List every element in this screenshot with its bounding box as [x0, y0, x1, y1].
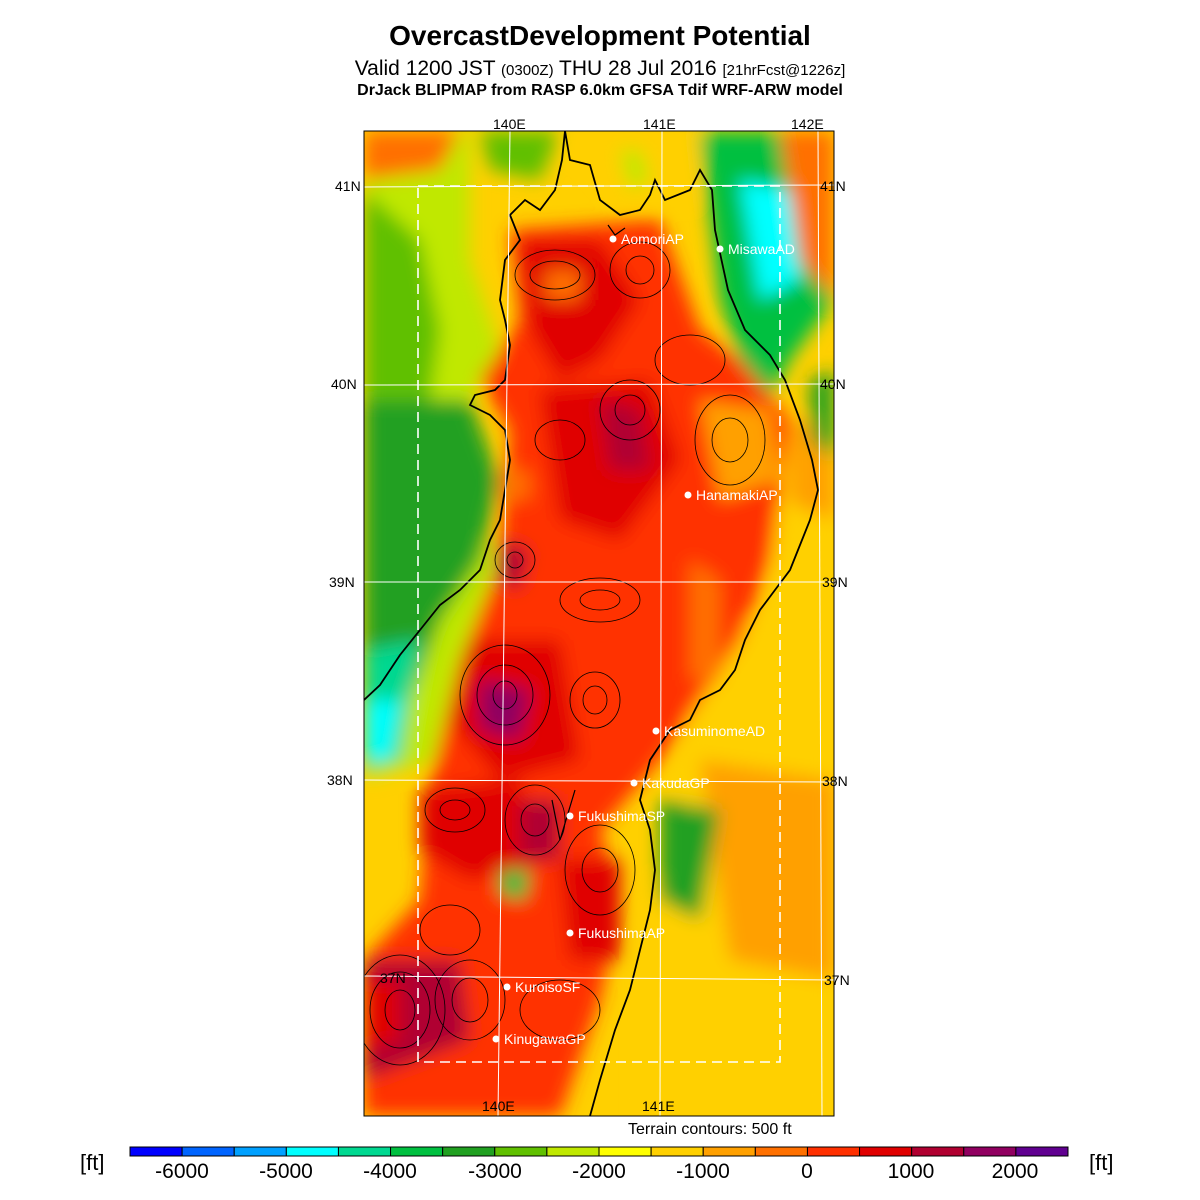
coastline — [364, 131, 819, 1116]
lon-label-bottom-141e: 141E — [642, 1098, 675, 1114]
colorbar-swatch — [181, 1146, 235, 1157]
station-dot — [566, 929, 574, 937]
colorbar-tick: -3000 — [468, 1160, 522, 1183]
station-markers — [492, 235, 724, 1043]
station-label-hanamaki: HanamakiAP — [696, 487, 778, 503]
valid-time-line: Valid 1200 JST (0300Z) THU 28 Jul 2016 [… — [0, 57, 1200, 81]
colorbar-swatch — [494, 1146, 548, 1157]
colorbar-tick: -1000 — [676, 1160, 730, 1183]
station-label-kakuda: KakudaGP — [642, 775, 710, 791]
station-dot — [630, 779, 638, 787]
lat-label-right-39n: 39N — [822, 574, 848, 590]
station-label-kinugawa: KinugawaGP — [504, 1031, 586, 1047]
colorbar-swatch — [650, 1146, 704, 1157]
model-subtitle: DrJack BLIPMAP from RASP 6.0km GFSA Tdif… — [357, 82, 843, 99]
colorbar-swatch — [233, 1146, 287, 1157]
map-field: AomoriAP MisawaAD HanamakiAP KasuminomeA… — [364, 131, 834, 1116]
terrain-contours-note: Terrain contours: 500 ft — [628, 1121, 792, 1138]
colorbar-swatch — [702, 1146, 756, 1157]
lat-label-left-39n: 39N — [329, 574, 355, 590]
colorbar-tick: -6000 — [155, 1160, 209, 1183]
station-dot — [503, 983, 511, 991]
lat-label-left-41n: 41N — [335, 178, 361, 194]
valid-date: THU 28 Jul 2016 — [559, 57, 717, 80]
lat-label-left-37n: 37N — [380, 970, 406, 986]
colorbar — [129, 1146, 1069, 1157]
colorbar-swatch — [390, 1146, 444, 1157]
station-dot — [492, 1035, 500, 1043]
colorbar-swatch — [285, 1146, 339, 1157]
lat-label-right-40n: 40N — [820, 376, 846, 392]
colorbar-swatch — [1015, 1146, 1069, 1157]
colorbar-tick: -2000 — [572, 1160, 626, 1183]
colorbar-swatch — [598, 1146, 652, 1157]
lat-label-right-37n: 37N — [824, 972, 850, 988]
lon-label-bottom-140e: 140E — [482, 1098, 515, 1114]
lat-label-right-41n: 41N — [820, 178, 846, 194]
page-title: OvercastDevelopment Potential — [389, 20, 811, 51]
colorbar-swatch — [859, 1146, 913, 1157]
lon-label-top-140e: 140E — [493, 116, 526, 132]
colorbar-tick: 2000 — [991, 1160, 1039, 1183]
forecast-info: [21hrFcst@1226z] — [722, 62, 846, 79]
colorbar-tick: 0 — [801, 1160, 813, 1183]
colorbar-swatch — [754, 1146, 808, 1157]
station-label-kasuminome: KasuminomeAD — [664, 723, 765, 739]
terrain-contours — [364, 241, 766, 1066]
colorbar-tick: -5000 — [259, 1160, 313, 1183]
station-label-aomori: AomoriAP — [621, 231, 684, 247]
colorbar-swatch — [442, 1146, 496, 1157]
lat-label-left-38n: 38N — [327, 772, 353, 788]
station-dot — [684, 491, 692, 499]
colorbar-swatch — [546, 1146, 600, 1157]
colorbar-tick: 1000 — [887, 1160, 935, 1183]
station-dot — [609, 235, 617, 243]
station-dot — [652, 727, 660, 735]
colorbar-unit-left: [ft] — [80, 1150, 105, 1175]
lat-label-right-38n: 38N — [822, 773, 848, 789]
station-label-fukushima-ap: FukushimaAP — [578, 925, 665, 941]
colorbar-swatch — [963, 1146, 1017, 1157]
colorbar-unit-right: [ft] — [1089, 1150, 1114, 1175]
colorbar-swatch — [129, 1146, 183, 1157]
valid-utc: (0300Z) — [501, 62, 554, 79]
station-dot — [566, 812, 574, 820]
colorbar-tick: -4000 — [363, 1160, 417, 1183]
colorbar-swatch — [806, 1146, 861, 1157]
colorbar-swatch — [337, 1146, 392, 1157]
graticule — [364, 131, 834, 1116]
station-label-fukushima-sp: FukushimaSP — [578, 808, 665, 824]
colorbar-swatch — [911, 1146, 965, 1157]
lat-label-left-40n: 40N — [331, 376, 357, 392]
map-frame — [363, 130, 835, 1117]
station-dot — [716, 245, 724, 253]
lon-label-top-141e: 141E — [643, 116, 676, 132]
inner-domain-box — [417, 185, 781, 1063]
station-label-misawa: MisawaAD — [728, 241, 795, 257]
lon-label-top-142e: 142E — [791, 116, 824, 132]
valid-main: Valid 1200 JST — [354, 57, 496, 80]
station-label-kuroiso: KuroisoSF — [515, 979, 580, 995]
